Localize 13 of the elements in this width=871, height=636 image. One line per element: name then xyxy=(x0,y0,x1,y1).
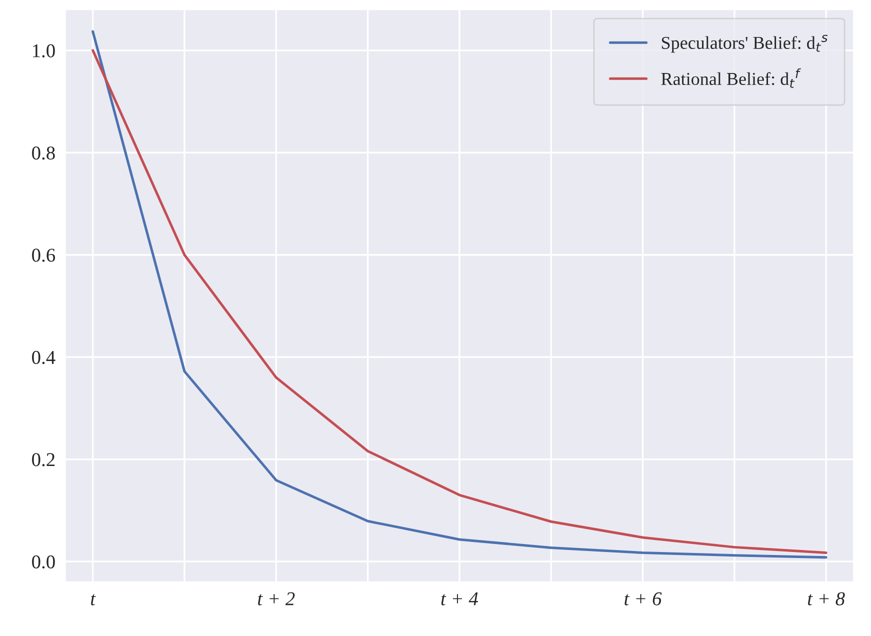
y-tick-label: 0.6 xyxy=(32,248,56,262)
y-tick-label: 0.0 xyxy=(32,555,55,569)
x-tick-label: t + 4 xyxy=(441,592,478,606)
x-tick-label: t + 6 xyxy=(624,592,662,606)
x-tick-label: t + 8 xyxy=(808,592,845,606)
legend-label: Rational Belief: d$_{t}$$^{f}$ xyxy=(661,68,801,88)
legend-label: Speculators' Belief: d$_{t}$$^{s}$ xyxy=(662,34,828,53)
y-tick-label: 1.0 xyxy=(33,44,55,58)
y-tick-label: 0.8 xyxy=(32,146,55,160)
y-tick-label: 0.4 xyxy=(32,350,56,364)
x-tick-label: t + 2 xyxy=(258,592,295,606)
x-tick-label: t xyxy=(90,594,96,606)
y-tick-label: 0.2 xyxy=(32,453,55,466)
